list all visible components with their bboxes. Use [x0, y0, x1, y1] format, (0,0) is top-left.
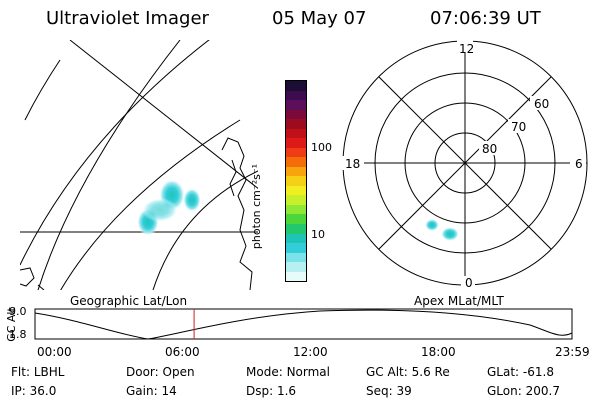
- status-gain: Gain: 14: [126, 384, 177, 398]
- colorbar-segment: [286, 204, 306, 215]
- mlat-label-60: 60: [534, 97, 550, 111]
- colorbar-segment: [286, 109, 306, 120]
- latitude-arc: [24, 59, 61, 121]
- coastline: [20, 267, 35, 287]
- time-label: 07:06:39 UT: [430, 8, 541, 29]
- status-ip: IP: 36.0: [11, 384, 57, 398]
- colorbar-segment: [286, 214, 306, 224]
- status-glat: GLat: -61.8: [487, 365, 554, 379]
- colorbar-segment: [286, 90, 306, 101]
- colorbar-segment: [286, 119, 306, 129]
- orbit-altitude-curve: [34, 309, 573, 340]
- coastline: [221, 137, 253, 290]
- colorbar-segment: [286, 166, 306, 177]
- status-flt: Flt: LBHL: [11, 365, 65, 379]
- altitude-plot-frame: [34, 308, 573, 340]
- time-tick: 18:00: [421, 345, 456, 359]
- mlt-label-6: 6: [575, 157, 583, 171]
- colorbar-tick-100: 100: [311, 141, 332, 154]
- coastline: [229, 159, 237, 197]
- date-label: 05 May 07: [272, 8, 367, 29]
- aurora-emission-polar: [425, 219, 459, 241]
- polar-panel-label: Apex MLat/MLT: [414, 294, 504, 308]
- colorbar-segment: [286, 195, 306, 205]
- colorbar-segment: [286, 147, 306, 158]
- mlt-line: [378, 76, 552, 250]
- meridian-line: [69, 40, 258, 190]
- altitude-tick-low: 1.8: [9, 328, 27, 341]
- colorbar-segment: [286, 223, 306, 234]
- status-door: Door: Open: [126, 365, 195, 379]
- coastline: [37, 284, 45, 290]
- colorbar-segment: [286, 128, 306, 139]
- status-glon: GLon: 200.7: [487, 384, 560, 398]
- mlat-label-70: 70: [511, 120, 527, 134]
- colorbar-segment: [286, 81, 306, 91]
- geo-panel-label: Geographic Lat/Lon: [70, 294, 188, 308]
- intensity-colorbar: [285, 80, 307, 282]
- latitude-arc: [37, 40, 181, 290]
- status-mode: Mode: Normal: [246, 365, 330, 379]
- altitude-plot: [34, 308, 573, 340]
- status-seq: Seq: 39: [366, 384, 412, 398]
- colorbar-segment: [286, 185, 306, 196]
- aurora-emission-geo: [137, 179, 201, 236]
- time-tick: 00:00: [37, 345, 72, 359]
- mlt-label-18: 18: [345, 157, 361, 171]
- mlat-label-80: 80: [482, 142, 498, 156]
- colorbar-segment: [286, 100, 306, 110]
- polar-grid: [342, 40, 588, 286]
- colorbar-segment: [286, 138, 306, 148]
- colorbar-segment: [286, 157, 306, 167]
- colorbar-unit-label: photon cm⁻²s⁻¹: [250, 163, 264, 250]
- time-tick: 23:59: [555, 345, 590, 359]
- mlt-label-12: 12: [459, 42, 475, 56]
- latitude-arc: [152, 170, 258, 290]
- instrument-title: Ultraviolet Imager: [46, 8, 209, 29]
- colorbar-segment: [286, 271, 306, 282]
- status-gc-alt: GC Alt: 5.6 Re: [366, 365, 450, 379]
- colorbar-segment: [286, 243, 306, 253]
- colorbar-segment: [286, 262, 306, 272]
- time-tick: 12:00: [293, 345, 328, 359]
- latitude-arc: [60, 119, 241, 290]
- colorbar-tick-10: 10: [311, 228, 325, 241]
- colorbar-segment: [286, 176, 306, 186]
- colorbar-segment: [286, 252, 306, 263]
- status-dsp: Dsp: 1.6: [246, 384, 297, 398]
- latitude-arc: [20, 40, 210, 266]
- time-tick: 06:00: [165, 345, 200, 359]
- colorbar-segment: [286, 233, 306, 244]
- mlt-label-0: 0: [465, 276, 473, 290]
- altitude-tick-high: 9.0: [9, 305, 27, 318]
